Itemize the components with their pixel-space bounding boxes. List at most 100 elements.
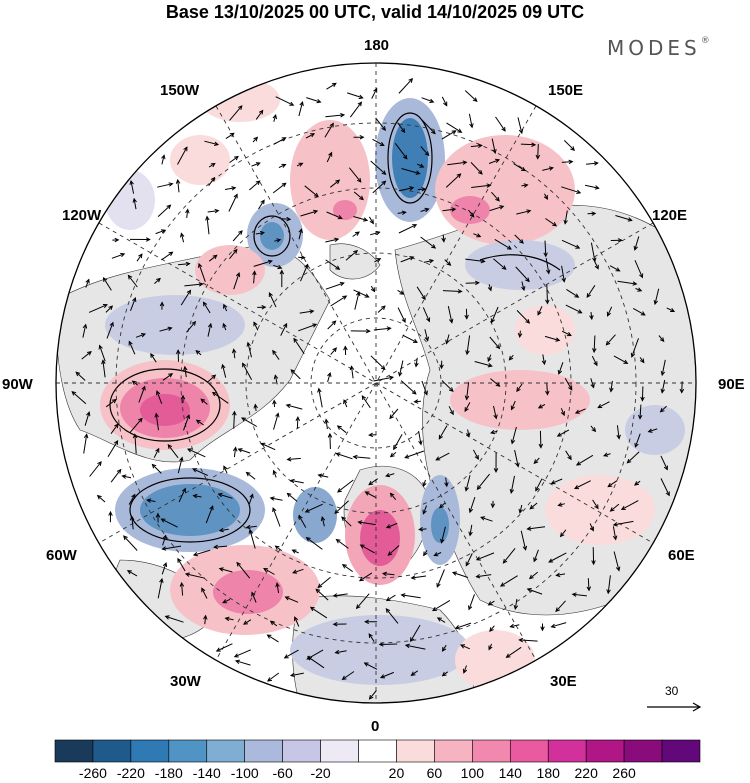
wind-vector — [488, 159, 500, 164]
wind-vector — [341, 516, 352, 527]
wind-vector — [681, 381, 683, 393]
wind-vector-head — [499, 582, 505, 587]
wind-vector-head — [167, 326, 173, 331]
wind-vector-head — [456, 173, 462, 178]
wind-vector-head — [590, 383, 595, 389]
wind-vector-head — [215, 647, 221, 652]
wind-vector — [545, 218, 557, 227]
wind-vector — [162, 373, 173, 381]
wind-vector — [402, 334, 418, 343]
wind-vector-head — [478, 169, 483, 175]
wind-vector — [648, 428, 658, 433]
wind-vector-head — [114, 423, 119, 429]
wind-vector — [263, 568, 275, 575]
wind-vector-head — [423, 390, 428, 396]
wind-vector — [373, 376, 394, 382]
lon-label-150e: 150E — [548, 82, 584, 99]
wind-vector-head — [474, 454, 479, 460]
wind-vector-head — [358, 577, 364, 582]
colorbar-tick-label: 20 — [388, 765, 405, 781]
wind-vector-head — [313, 209, 319, 215]
wind-vector — [193, 495, 202, 498]
wind-vector — [348, 167, 362, 183]
wind-vector — [273, 137, 286, 145]
wind-vector-head — [474, 280, 480, 286]
colorbar-segment — [168, 739, 208, 763]
wind-vector — [445, 477, 448, 487]
wind-vector — [204, 140, 219, 146]
wind-vector — [465, 475, 471, 491]
wind-vector — [441, 380, 454, 392]
wind-vector-head — [299, 101, 304, 107]
wind-vector-head — [316, 98, 322, 104]
wind-vector-head — [594, 185, 600, 190]
wind-vector-head — [451, 207, 457, 212]
wind-vector — [660, 405, 667, 413]
wind-vector-head — [168, 373, 174, 378]
lon-label-120e: 120E — [652, 207, 688, 224]
wind-vector — [181, 582, 184, 596]
wind-vector — [334, 500, 349, 514]
colorbar-tick-label: 180 — [536, 765, 560, 781]
colorbar-segment — [358, 739, 397, 763]
wind-vector — [480, 516, 493, 522]
wind-vector — [421, 380, 428, 395]
wind-vector-head — [637, 287, 643, 292]
wind-vector-head — [586, 586, 592, 592]
wind-vector — [131, 516, 134, 530]
wind-vector-head — [309, 606, 315, 612]
wind-vector — [432, 599, 451, 611]
modes-logo: MODES® — [607, 36, 710, 60]
wind-vector — [337, 425, 347, 434]
wind-vector-head — [192, 551, 198, 557]
wind-vector-head — [433, 552, 439, 557]
graticule — [56, 63, 696, 703]
wind-vector-head — [283, 654, 289, 659]
wind-vector — [397, 211, 406, 214]
wind-vector — [207, 374, 216, 383]
wind-vector-head — [263, 567, 269, 573]
wind-vector — [441, 526, 446, 543]
wind-vector-head — [521, 286, 526, 292]
wind-vector — [382, 573, 395, 576]
wind-vector — [613, 355, 628, 364]
wind-vector-head — [177, 557, 182, 563]
wind-vector-head — [329, 122, 334, 128]
wind-vector-head — [150, 352, 155, 358]
wind-vector — [135, 333, 146, 338]
wind-vector — [390, 452, 397, 458]
wind-vector-head — [459, 644, 466, 649]
wind-vector-head — [660, 388, 665, 394]
wind-vector — [138, 386, 146, 403]
reference-vector-label: 30 — [665, 684, 679, 698]
wind-vector — [177, 457, 183, 474]
wind-vector — [298, 323, 317, 332]
wind-vector — [411, 670, 418, 676]
wind-vector — [380, 671, 394, 679]
wind-vector — [537, 306, 543, 316]
wind-vector-head — [357, 520, 363, 525]
wind-vector — [476, 552, 495, 561]
wind-vector-head — [457, 128, 463, 133]
wind-vector-head — [141, 385, 146, 391]
wind-vector-head — [272, 507, 277, 513]
wind-vector-head — [232, 410, 237, 416]
wind-vector-head — [526, 209, 532, 214]
wind-vector — [422, 307, 430, 322]
wind-vector-head — [525, 277, 530, 283]
wind-vector — [593, 260, 599, 269]
wind-vector-head — [591, 211, 597, 216]
wind-vector — [493, 258, 507, 270]
wind-vector — [489, 336, 500, 349]
wind-vector-head — [412, 224, 418, 229]
wind-vector — [516, 383, 523, 392]
wind-vector — [411, 575, 427, 579]
wind-vector — [222, 364, 227, 378]
colorbar-tick-label: 60 — [426, 765, 443, 781]
wind-vector — [586, 285, 596, 298]
wind-vector-head — [647, 428, 653, 433]
wind-vector-head — [175, 178, 181, 184]
wind-vector-head — [400, 593, 406, 598]
wind-vector — [419, 528, 427, 530]
wind-vector-head — [222, 599, 228, 604]
